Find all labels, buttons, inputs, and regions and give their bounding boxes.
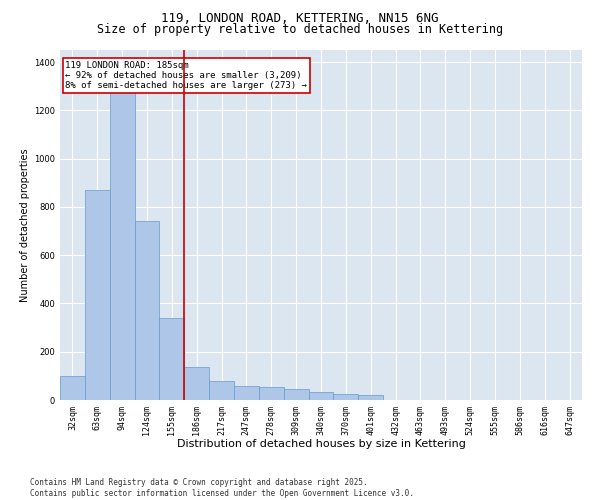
Bar [334,394,358,400]
Bar [85,190,110,400]
Bar [60,376,85,400]
Bar [160,318,184,400]
Bar [209,380,234,400]
Text: 119, LONDON ROAD, KETTERING, NN15 6NG: 119, LONDON ROAD, KETTERING, NN15 6NG [161,12,439,26]
Bar [259,386,284,400]
Bar [184,368,209,400]
Text: Contains HM Land Registry data © Crown copyright and database right 2025.
Contai: Contains HM Land Registry data © Crown c… [30,478,414,498]
Bar [134,222,160,400]
Bar [234,386,259,400]
Bar [358,395,383,400]
Y-axis label: Number of detached properties: Number of detached properties [20,148,30,302]
Text: 119 LONDON ROAD: 185sqm
← 92% of detached houses are smaller (3,209)
8% of semi-: 119 LONDON ROAD: 185sqm ← 92% of detache… [65,60,307,90]
Bar [308,392,334,400]
Text: Size of property relative to detached houses in Kettering: Size of property relative to detached ho… [97,22,503,36]
Bar [284,389,308,400]
Bar [110,86,134,400]
X-axis label: Distribution of detached houses by size in Kettering: Distribution of detached houses by size … [176,439,466,449]
